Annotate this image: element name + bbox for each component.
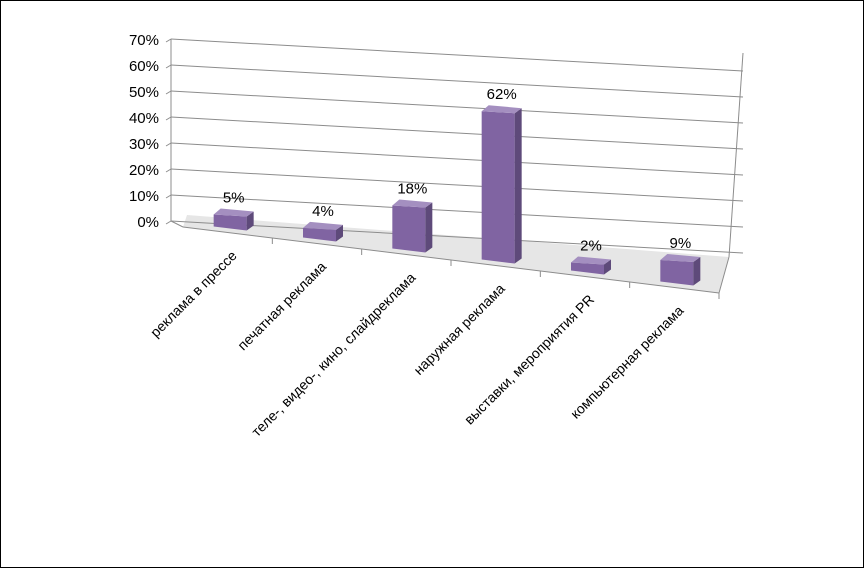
x-axis-right-edge [718, 256, 730, 294]
category-label: реклама в прессе [147, 247, 240, 340]
gridline [170, 116, 744, 150]
bar [481, 105, 522, 264]
category-label: печатная реклама [234, 258, 329, 353]
data-label: 62% [487, 86, 517, 103]
gridline [170, 142, 744, 176]
bar [660, 253, 701, 286]
data-label: 9% [669, 235, 691, 252]
gridline [170, 90, 744, 124]
bar-front [303, 227, 336, 242]
bar-top [660, 253, 701, 262]
data-label: 4% [312, 203, 334, 220]
category-label: теле-, видео-, кино, слайдреклама [248, 269, 418, 439]
bar-top [303, 221, 343, 230]
bar-front [392, 205, 426, 253]
back-wall-right-edge [728, 52, 744, 258]
y-tick [165, 90, 172, 95]
y-tick [165, 64, 172, 69]
y-axis-foot [170, 220, 184, 228]
y-tick [165, 38, 172, 43]
y-tick-label: 70% [129, 32, 159, 49]
bar-side [336, 224, 343, 242]
category-label: наружная реклама [410, 280, 508, 378]
y-tick-label: 0% [137, 214, 159, 231]
y-tick [165, 142, 172, 147]
y-tick [165, 116, 172, 121]
bar-front [571, 262, 604, 275]
gridline [170, 64, 744, 98]
bar-top [481, 105, 522, 114]
y-tick [165, 168, 172, 173]
bar-side [246, 211, 254, 231]
bar [571, 256, 611, 275]
bar-side [514, 108, 522, 264]
category-label: компьютерная реклама [567, 302, 687, 422]
y-tick-label: 30% [129, 136, 159, 153]
bar-side [693, 256, 701, 286]
bar-side [425, 202, 433, 253]
y-tick-label: 60% [129, 58, 159, 75]
y-tick [165, 220, 172, 225]
gridline [170, 168, 744, 202]
data-label: 2% [580, 238, 602, 255]
bar [392, 199, 433, 253]
bar-top [571, 256, 611, 265]
y-tick-label: 10% [129, 188, 159, 205]
y-tick-label: 40% [129, 110, 159, 127]
bar-top [392, 199, 433, 208]
bar-front [213, 214, 247, 231]
data-label: 5% [223, 190, 245, 207]
y-tick-label: 50% [129, 84, 159, 101]
bar [213, 208, 254, 231]
data-label: 18% [397, 180, 427, 197]
gridline [170, 194, 744, 228]
bar-top [213, 208, 254, 217]
gridline [170, 38, 744, 72]
y-tick-label: 20% [129, 162, 159, 179]
bar [303, 221, 343, 242]
bar-front [660, 259, 694, 286]
y-tick [165, 194, 172, 199]
gridline [170, 220, 744, 254]
bar-front [481, 111, 515, 264]
